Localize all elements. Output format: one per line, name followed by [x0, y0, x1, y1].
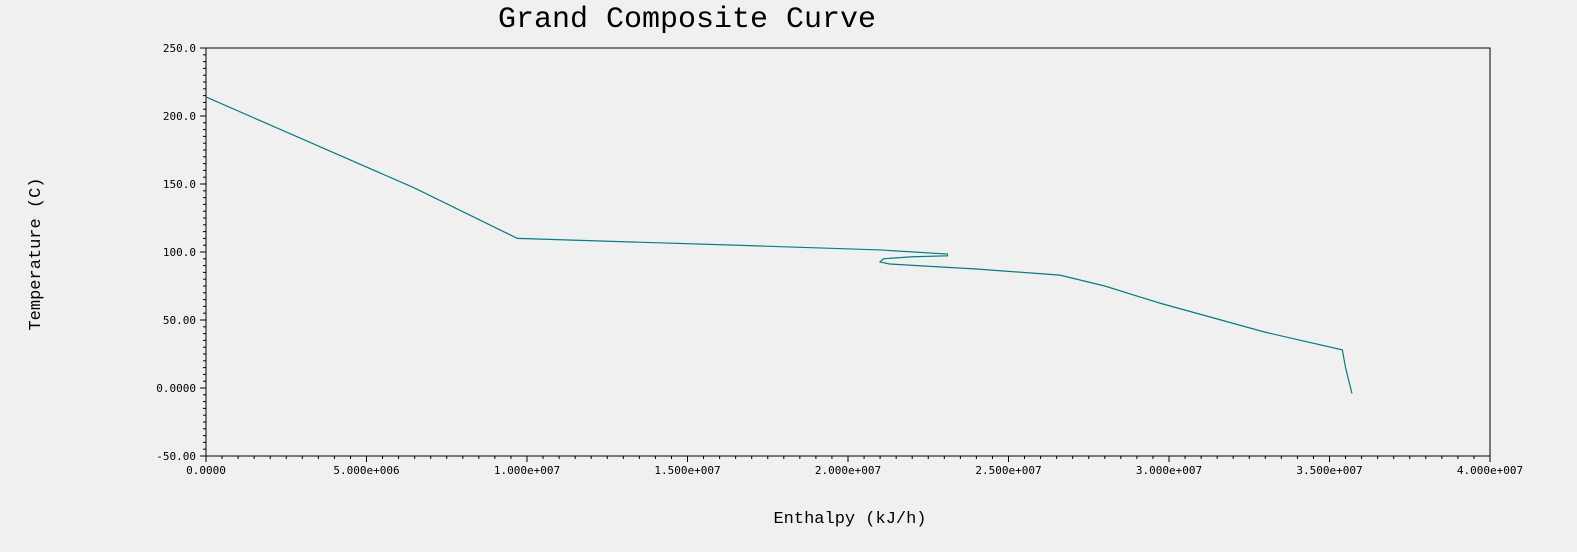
y-tick-label: 200.0: [163, 110, 196, 123]
x-tick-label: 3.000e+007: [1136, 464, 1202, 477]
x-tick-label: 1.500e+007: [654, 464, 720, 477]
chart-title: Grand Composite Curve: [498, 3, 876, 37]
x-tick-label: 4.000e+007: [1457, 464, 1523, 477]
x-tick-label: 2.000e+007: [815, 464, 881, 477]
x-axis: 0.0000 5.000e+006 1.000e+007 1.500e+007 2.00…: [186, 456, 1523, 477]
y-axis: -50.00 0.0000 50.00 100.0 150.0 200.0 250.0: [156, 42, 206, 463]
series-group: [205, 96, 1353, 394]
x-tick-label: 5.000e+006: [333, 464, 399, 477]
y-tick-label: 0.0000: [156, 382, 196, 395]
y-tick-label: 100.0: [163, 246, 196, 259]
x-tick-label: 2.500e+007: [975, 464, 1041, 477]
y-tick-label: 250.0: [163, 42, 196, 55]
plot-frame: [205, 47, 1491, 457]
x-tick-label: 0.0000: [186, 464, 226, 477]
y-tick-label: 50.00: [163, 314, 196, 327]
x-axis-label: Enthalpy (kJ/h): [773, 510, 926, 529]
x-tick-label: 1.000e+007: [494, 464, 560, 477]
y-tick-label: 150.0: [163, 178, 196, 191]
y-axis-label: Temperature (C): [27, 177, 46, 330]
gcc-line: [205, 96, 1353, 394]
y-tick-label: -50.00: [156, 450, 196, 463]
x-tick-label: 3.500e+007: [1296, 464, 1362, 477]
